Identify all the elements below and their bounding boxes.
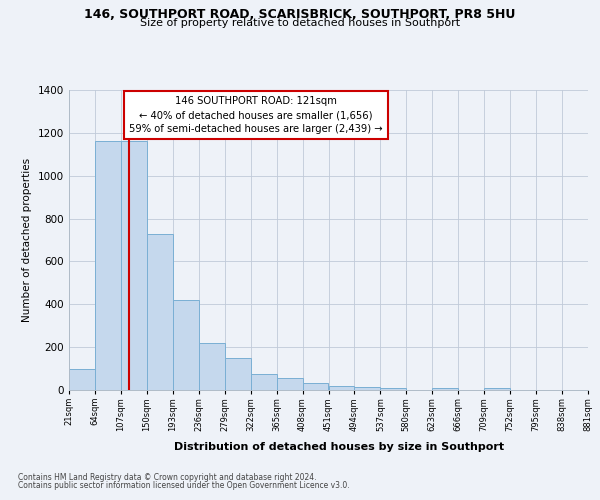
Bar (121, 142, 147, 390)
Bar (173, 300, 199, 390)
Bar (329, 386, 355, 390)
Bar (484, 388, 510, 390)
Bar (355, 387, 380, 390)
Bar (224, 358, 251, 390)
Bar (147, 234, 173, 390)
Text: Size of property relative to detached houses in Southport: Size of property relative to detached ho… (140, 18, 460, 28)
Bar (251, 374, 277, 390)
Bar (277, 378, 302, 390)
Bar (199, 343, 224, 390)
Bar (69, 368, 95, 390)
Text: 146, SOUTHPORT ROAD, SCARISBRICK, SOUTHPORT, PR8 5HU: 146, SOUTHPORT ROAD, SCARISBRICK, SOUTHP… (85, 8, 515, 20)
Text: Distribution of detached houses by size in Southport: Distribution of detached houses by size … (174, 442, 504, 452)
Text: Contains HM Land Registry data © Crown copyright and database right 2024.: Contains HM Land Registry data © Crown c… (18, 472, 317, 482)
Y-axis label: Number of detached properties: Number of detached properties (22, 158, 32, 322)
Text: Contains public sector information licensed under the Open Government Licence v3: Contains public sector information licen… (18, 481, 350, 490)
Bar (95, 142, 121, 390)
Text: 146 SOUTHPORT ROAD: 121sqm
← 40% of detached houses are smaller (1,656)
59% of s: 146 SOUTHPORT ROAD: 121sqm ← 40% of deta… (129, 96, 383, 134)
Bar (432, 388, 458, 390)
Bar (380, 388, 406, 390)
Bar (302, 382, 329, 390)
